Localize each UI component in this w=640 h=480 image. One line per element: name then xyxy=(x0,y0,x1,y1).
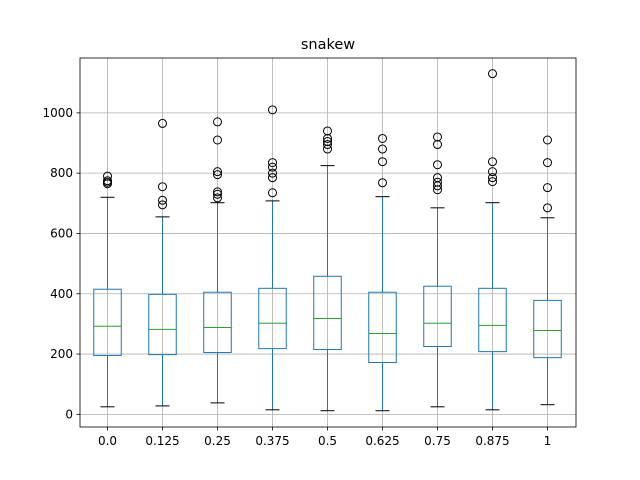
outlier-point xyxy=(433,132,442,142)
outlier-point xyxy=(213,170,222,180)
box-group xyxy=(93,171,122,408)
box-group xyxy=(313,126,342,412)
outlier-point xyxy=(158,200,167,210)
outlier-point xyxy=(433,160,442,170)
outlier-point xyxy=(543,203,552,213)
x-tick-label: 1 xyxy=(544,434,552,448)
outlier-point xyxy=(268,158,277,168)
iqr-box xyxy=(423,285,452,348)
outlier-point xyxy=(213,193,222,203)
x-tick-label: 0.125 xyxy=(145,434,179,448)
outlier-point xyxy=(488,167,497,177)
y-tick-label: 200 xyxy=(50,347,73,361)
boxes xyxy=(93,69,562,412)
outlier-point xyxy=(543,158,552,168)
iqr-box xyxy=(478,287,507,353)
box-group xyxy=(203,117,232,404)
outlier-point xyxy=(323,137,332,147)
outlier-point xyxy=(433,173,442,183)
axis-ticks: 0 200 400 600 800 1000 0.0 0.125 0.25 0.375 0.5 0.6… xyxy=(42,106,551,448)
outlier-point xyxy=(103,171,112,181)
box-group xyxy=(148,118,177,407)
outlier-point xyxy=(158,118,167,128)
x-tick-label: 0.5 xyxy=(318,434,337,448)
box-group xyxy=(368,133,397,412)
outlier-point xyxy=(378,144,387,154)
iqr-box xyxy=(148,293,177,356)
outlier-point xyxy=(213,117,222,127)
outlier-point xyxy=(103,176,112,186)
y-tick-label: 800 xyxy=(50,166,73,180)
outlier-point xyxy=(433,177,442,187)
outlier-point xyxy=(323,126,332,136)
outlier-point xyxy=(268,162,277,172)
outlier-point xyxy=(213,189,222,199)
iqr-box xyxy=(313,275,342,351)
x-tick-label: 0.0 xyxy=(98,434,117,448)
y-tick-label: 600 xyxy=(50,226,73,240)
outlier-point xyxy=(268,105,277,115)
outlier-point xyxy=(488,157,497,167)
outlier-point xyxy=(158,182,167,192)
y-tick-label: 1000 xyxy=(42,106,73,120)
iqr-box xyxy=(203,291,232,354)
plot-frame xyxy=(79,57,577,428)
outlier-point xyxy=(213,187,222,197)
outlier-point xyxy=(268,168,277,178)
outlier-point xyxy=(378,178,387,188)
outlier-point xyxy=(543,183,552,193)
box-group xyxy=(423,132,452,408)
outlier-point xyxy=(378,157,387,167)
x-tick-label: 0.625 xyxy=(365,434,399,448)
outlier-point xyxy=(213,167,222,177)
outlier-point xyxy=(268,188,277,198)
iqr-box xyxy=(368,291,397,363)
x-tick-label: 0.25 xyxy=(204,434,231,448)
iqr-box xyxy=(258,287,287,350)
x-tick-label: 0.75 xyxy=(424,434,451,448)
x-tick-label: 0.375 xyxy=(255,434,289,448)
iqr-box xyxy=(93,288,122,357)
box-group xyxy=(533,135,562,406)
outlier-point xyxy=(488,173,497,183)
outlier-point xyxy=(213,135,222,145)
box-group xyxy=(478,69,507,411)
outlier-point xyxy=(323,140,332,150)
chart-title: snakew xyxy=(301,37,355,53)
outlier-point xyxy=(158,195,167,205)
outlier-point xyxy=(488,69,497,79)
outlier-point xyxy=(378,133,387,143)
box-group xyxy=(258,105,287,411)
outlier-point xyxy=(488,177,497,187)
y-tick-label: 0 xyxy=(65,407,73,421)
outlier-point xyxy=(543,135,552,145)
iqr-box xyxy=(533,299,562,359)
y-tick-label: 400 xyxy=(50,287,73,301)
x-tick-label: 0.875 xyxy=(475,434,509,448)
outlier-point xyxy=(268,173,277,183)
